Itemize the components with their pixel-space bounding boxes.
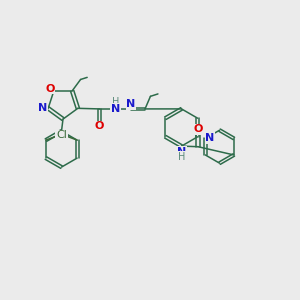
Text: H: H xyxy=(112,97,119,107)
Text: O: O xyxy=(45,84,55,94)
Text: Cl: Cl xyxy=(57,130,68,140)
Text: N: N xyxy=(126,99,136,110)
Text: N: N xyxy=(111,103,120,114)
Text: O: O xyxy=(95,121,104,131)
Text: O: O xyxy=(194,124,203,134)
Text: N: N xyxy=(205,133,214,143)
Text: Cl: Cl xyxy=(56,130,66,140)
Text: H: H xyxy=(178,152,185,162)
Text: N: N xyxy=(38,103,47,113)
Text: N: N xyxy=(177,147,186,157)
